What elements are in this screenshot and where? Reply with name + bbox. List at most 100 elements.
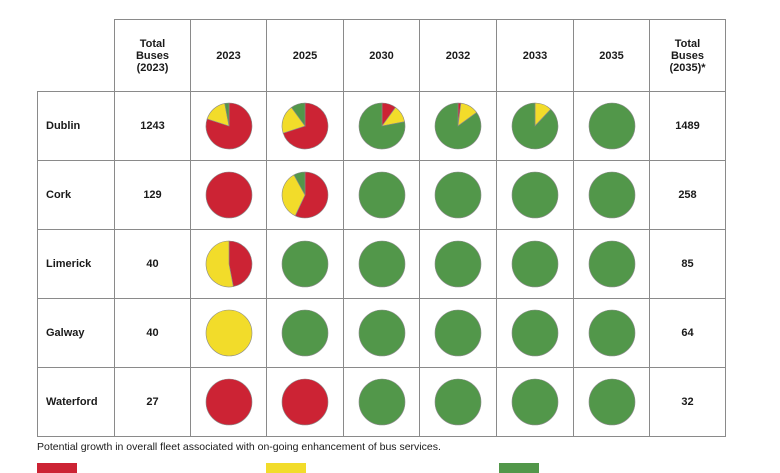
pie-cell — [343, 298, 420, 368]
header-total-2023: Total Buses (2023) — [114, 19, 191, 92]
pie-chart — [358, 240, 405, 288]
table-row: Limerick 40 85 — [37, 229, 726, 299]
pie-slice-green — [511, 309, 559, 357]
legend-swatch-red — [37, 463, 77, 473]
pie-cell — [573, 229, 650, 299]
pie-slice-green — [588, 309, 635, 357]
pie-slice-green — [358, 102, 405, 150]
pie-cell — [266, 298, 344, 368]
header-year: 2033 — [496, 19, 574, 92]
pie-cell — [343, 229, 420, 299]
pie-chart — [511, 240, 559, 288]
pie-cell — [190, 160, 267, 230]
pie-chart — [588, 102, 635, 150]
pie-slice-green — [588, 378, 635, 426]
total-2035-value: 64 — [681, 327, 694, 339]
pie-slice-green — [511, 171, 559, 219]
pie-cell — [496, 367, 574, 437]
header-year-label: 2035 — [599, 49, 624, 62]
pie-chart — [434, 309, 482, 357]
pie-chart — [434, 102, 482, 150]
pie-cell — [190, 367, 267, 437]
pie-cell — [343, 160, 420, 230]
city-label: Cork — [46, 189, 72, 201]
pie-slice-red — [294, 171, 329, 219]
pie-chart — [205, 240, 252, 288]
header-year: 2035 — [573, 19, 650, 92]
pie-slice-green — [588, 102, 635, 150]
pie-chart — [511, 171, 559, 219]
total-2035-cell: 1489 — [649, 91, 726, 161]
total-2035-value: 85 — [681, 258, 694, 270]
legend-swatch-green — [499, 463, 539, 473]
pie-cell — [573, 298, 650, 368]
pie-slice-green — [358, 171, 405, 219]
pie-cell — [266, 160, 344, 230]
city-cell: Galway — [37, 298, 115, 368]
pie-cell — [496, 160, 574, 230]
pie-slice-green — [434, 309, 482, 357]
pie-slice-green — [281, 309, 329, 357]
pie-chart — [281, 102, 329, 150]
pie-cell — [266, 91, 344, 161]
pie-slice-green — [434, 378, 482, 426]
pie-slice-red — [228, 240, 252, 287]
pie-cell — [419, 160, 497, 230]
pie-cell — [190, 298, 267, 368]
pie-chart — [358, 378, 405, 426]
pie-slice-green — [511, 378, 559, 426]
pie-chart — [588, 378, 635, 426]
pie-chart — [205, 309, 252, 357]
pie-chart — [434, 378, 482, 426]
pie-cell — [573, 91, 650, 161]
pie-cell — [419, 91, 497, 161]
pie-chart — [588, 240, 635, 288]
pie-slice-green — [434, 102, 482, 150]
total-2023-value: 40 — [146, 327, 159, 339]
pie-chart — [281, 240, 329, 288]
header-total-2035-label: Total Buses (2035)* — [669, 37, 706, 74]
total-2023-cell: 129 — [114, 160, 191, 230]
pie-chart — [205, 378, 252, 426]
city-cell: Dublin — [37, 91, 115, 161]
total-2035-cell: 85 — [649, 229, 726, 299]
pie-chart — [434, 171, 482, 219]
pie-chart — [358, 171, 405, 219]
total-2023-cell: 40 — [114, 229, 191, 299]
pie-cell — [496, 229, 574, 299]
city-cell: Cork — [37, 160, 115, 230]
pie-slice-red — [205, 378, 252, 426]
pie-slice-green — [291, 102, 306, 127]
total-2035-value: 32 — [681, 396, 694, 408]
pie-chart — [281, 171, 329, 219]
total-2023-value: 27 — [146, 396, 159, 408]
pie-cell — [266, 229, 344, 299]
total-2023-cell: 1243 — [114, 91, 191, 161]
pie-cell — [573, 160, 650, 230]
table-row: Waterford 27 32 — [37, 367, 726, 437]
city-cell: Limerick — [37, 229, 115, 299]
header-year-label: 2030 — [369, 49, 394, 62]
pie-chart — [511, 378, 559, 426]
pie-chart — [358, 102, 405, 150]
pie-cell — [266, 367, 344, 437]
header-row: Total Buses (2023) 2023 2025 2030 2032 2… — [37, 19, 726, 92]
pie-slice-green — [281, 240, 329, 288]
city-label: Galway — [46, 327, 85, 339]
pie-slice-green — [358, 309, 405, 357]
pie-chart — [281, 309, 329, 357]
pie-slice-green — [293, 171, 306, 196]
total-2023-cell: 40 — [114, 298, 191, 368]
pie-slice-green — [511, 240, 559, 288]
header-year: 2023 — [190, 19, 267, 92]
pie-slice-red — [205, 171, 252, 219]
pie-chart — [205, 102, 252, 150]
pie-slice-green — [223, 102, 229, 127]
pie-cell — [496, 91, 574, 161]
footnote: Potential growth in overall fleet associ… — [37, 441, 441, 453]
table-row: Galway 40 64 — [37, 298, 726, 368]
pie-chart — [358, 309, 405, 357]
pie-cell — [419, 229, 497, 299]
header-total-2023-label: Total Buses (2023) — [135, 37, 170, 74]
city-label: Dublin — [46, 120, 81, 132]
